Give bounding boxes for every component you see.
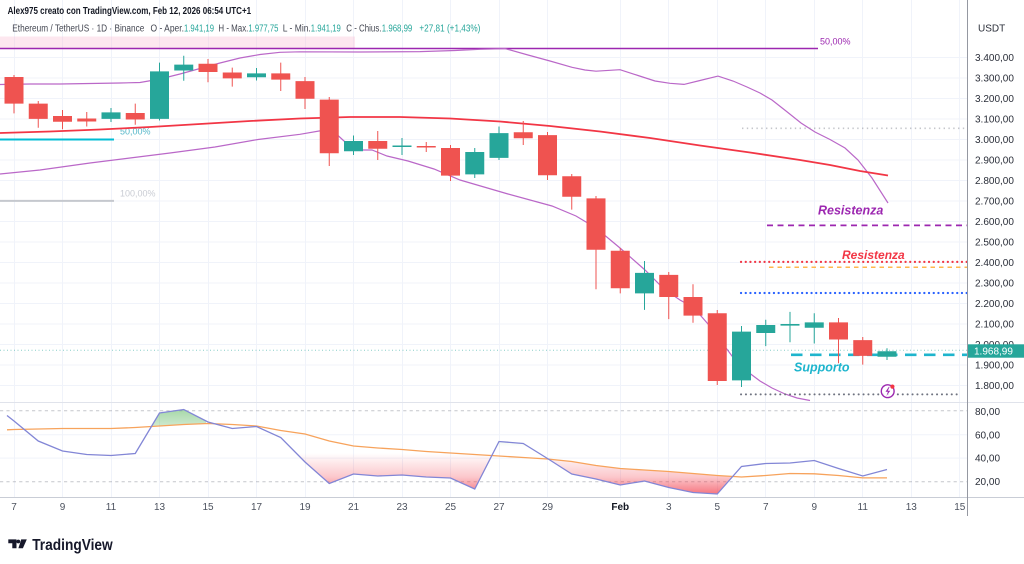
svg-text:13: 13 — [154, 502, 166, 513]
svg-text:50,00%: 50,00% — [820, 37, 851, 47]
svg-text:H - Max.: H - Max. — [218, 23, 248, 34]
svg-text:100,00%: 100,00% — [120, 189, 156, 199]
svg-text:20,00: 20,00 — [975, 477, 1000, 488]
svg-text:11: 11 — [106, 502, 117, 513]
svg-text:2.500,00: 2.500,00 — [975, 238, 1014, 249]
svg-text:1.941,19: 1.941,19 — [311, 23, 341, 34]
svg-text:1.800,00: 1.800,00 — [975, 381, 1014, 392]
svg-text:C - Chius.: C - Chius. — [346, 23, 381, 34]
svg-text:Supporto: Supporto — [794, 361, 850, 375]
svg-text:13: 13 — [906, 502, 918, 513]
svg-text:5: 5 — [714, 502, 720, 513]
svg-text:Resistenza: Resistenza — [818, 204, 883, 218]
svg-text:3.400,00: 3.400,00 — [975, 53, 1014, 64]
svg-text:25: 25 — [445, 502, 457, 513]
svg-text:29: 29 — [542, 502, 554, 513]
svg-text:USDT: USDT — [978, 24, 1005, 35]
svg-text:1.900,00: 1.900,00 — [975, 361, 1014, 372]
svg-text:1.968,99: 1.968,99 — [382, 23, 413, 34]
svg-text:27: 27 — [493, 502, 505, 513]
svg-text:Alex975 creato con TradingView: Alex975 creato con TradingView.com, Feb … — [8, 6, 252, 17]
svg-text:7: 7 — [11, 502, 17, 513]
svg-text:2.900,00: 2.900,00 — [975, 156, 1014, 167]
svg-text:Feb: Feb — [611, 502, 629, 513]
svg-text:2.700,00: 2.700,00 — [975, 197, 1014, 208]
svg-text:1.941,19: 1.941,19 — [184, 23, 214, 34]
svg-text:9: 9 — [811, 502, 817, 513]
svg-text:2.800,00: 2.800,00 — [975, 176, 1014, 187]
svg-text:15: 15 — [202, 502, 214, 513]
svg-text:L - Min.: L - Min. — [283, 23, 311, 34]
svg-text:TradingView: TradingView — [32, 537, 113, 554]
svg-text:2.100,00: 2.100,00 — [975, 320, 1014, 331]
svg-text:1.977,75: 1.977,75 — [248, 23, 278, 34]
svg-text:15: 15 — [954, 502, 966, 513]
svg-text:11: 11 — [858, 502, 869, 513]
svg-text:2.600,00: 2.600,00 — [975, 217, 1014, 228]
svg-text:9: 9 — [60, 502, 66, 513]
svg-text:2.200,00: 2.200,00 — [975, 299, 1014, 310]
svg-text:1.968,99: 1.968,99 — [974, 346, 1013, 357]
svg-text:80,00: 80,00 — [975, 407, 1000, 418]
svg-text:3.200,00: 3.200,00 — [975, 94, 1014, 105]
svg-text:21: 21 — [348, 502, 360, 513]
svg-text:O - Aper.: O - Aper. — [151, 23, 185, 34]
svg-text:19: 19 — [299, 502, 311, 513]
svg-text:2.400,00: 2.400,00 — [975, 258, 1014, 269]
svg-text:17: 17 — [251, 502, 263, 513]
svg-text:3.300,00: 3.300,00 — [975, 74, 1014, 85]
svg-text:60,00: 60,00 — [975, 430, 1000, 441]
svg-text:3: 3 — [666, 502, 672, 513]
svg-text:40,00: 40,00 — [975, 454, 1000, 465]
svg-text:7: 7 — [763, 502, 769, 513]
svg-text:3.000,00: 3.000,00 — [975, 135, 1014, 146]
svg-text:+27,81 (+1,43%): +27,81 (+1,43%) — [419, 23, 480, 34]
svg-text:50,00%: 50,00% — [120, 127, 151, 137]
svg-text:Ethereum / TetherUS · 1D · Bin: Ethereum / TetherUS · 1D · Binance — [12, 23, 144, 34]
svg-text:Resistenza: Resistenza — [842, 248, 905, 262]
svg-text:2.300,00: 2.300,00 — [975, 279, 1014, 290]
svg-text:23: 23 — [396, 502, 408, 513]
svg-text:3.100,00: 3.100,00 — [975, 115, 1014, 126]
